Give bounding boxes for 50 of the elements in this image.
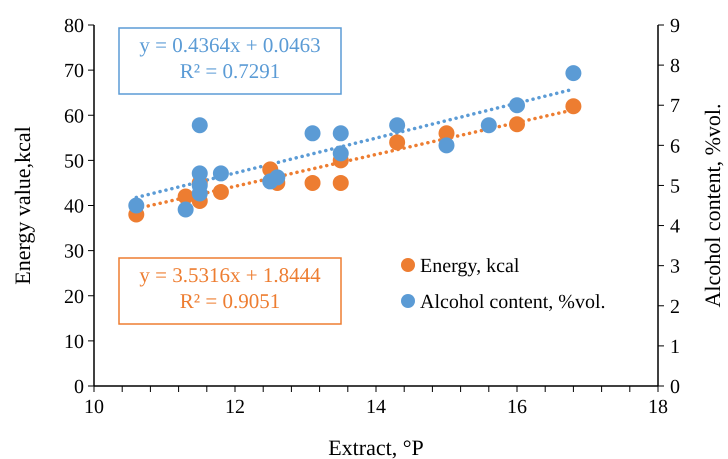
- x-tick-label: 12: [225, 396, 245, 418]
- point: [389, 134, 406, 150]
- point: [212, 184, 229, 200]
- x-tick-label: 10: [84, 396, 104, 418]
- point: [269, 169, 286, 186]
- y2-tick-label: 4: [670, 216, 680, 238]
- point: [332, 125, 349, 142]
- point: [332, 145, 349, 162]
- point: [304, 125, 321, 142]
- y2-tick-label: 7: [670, 95, 680, 118]
- point: [565, 98, 582, 114]
- y2-tick-label: 8: [670, 55, 680, 78]
- point: [509, 97, 525, 114]
- legend-label: Energy, kcal: [420, 255, 520, 277]
- legend-label: Alcohol content, %vol.: [420, 291, 606, 313]
- point: [565, 65, 582, 82]
- y-tick-label: 40: [64, 196, 84, 218]
- y-tick-label: 80: [64, 15, 84, 37]
- y-tick-label: 50: [64, 150, 84, 172]
- annotation: y = 0.4364x + 0.0463 R² = 0.7291: [139, 33, 321, 83]
- y-tick-label: 20: [64, 286, 84, 308]
- point: [212, 165, 229, 182]
- point: [192, 117, 208, 134]
- x-tick-label: 16: [507, 396, 527, 418]
- point: [509, 116, 525, 132]
- point: [389, 117, 406, 134]
- point: [178, 202, 194, 218]
- y-tick-label: 60: [64, 105, 84, 128]
- x-tick-label: 18: [648, 396, 668, 418]
- y2-tick-label: 5: [670, 175, 680, 198]
- y2-axis-title: Alcohol content, %vol.: [700, 103, 725, 308]
- y2-tick-label: 0: [670, 376, 680, 398]
- point: [332, 174, 349, 191]
- point: [438, 137, 454, 154]
- y2-tick-label: 9: [670, 15, 680, 37]
- point: [304, 174, 321, 191]
- y-tick-label: 70: [64, 60, 84, 82]
- point: [128, 198, 144, 214]
- y2-tick-label: 2: [670, 296, 680, 318]
- x-axis-title: Extract, °P: [328, 435, 424, 459]
- y2-tick-label: 1: [670, 336, 680, 358]
- y-tick-label: 30: [64, 240, 84, 263]
- y-axis-title: Energy value,kcal: [10, 126, 35, 285]
- y-tick-label: 10: [64, 330, 84, 353]
- x-tick-label: 14: [366, 396, 386, 418]
- y-tick-label: 0: [74, 376, 84, 398]
- y2-tick-label: 6: [670, 135, 680, 158]
- annotation: y = 3.5316x + 1.8444 R² = 0.9051: [139, 263, 322, 313]
- y2-tick-label: 3: [670, 256, 680, 278]
- point: [480, 117, 497, 134]
